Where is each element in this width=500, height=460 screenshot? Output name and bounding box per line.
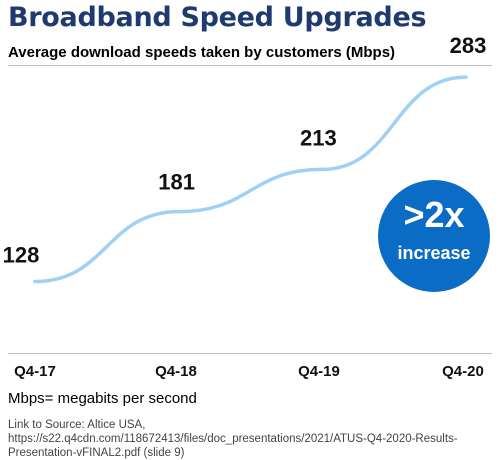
x-tick-label: Q4-19	[298, 363, 340, 380]
chart-title: Broadband Speed Upgrades	[8, 2, 427, 33]
increase-badge: >2x increase	[378, 180, 490, 292]
line-chart: 128 181 213 283 Q4-17 Q4-18 Q4-19 Q4-20	[3, 33, 487, 380]
data-label: 283	[450, 33, 487, 58]
badge-multiplier: >2x	[403, 194, 465, 235]
units-note: Mbps= megabits per second	[8, 390, 197, 407]
data-label: 128	[3, 242, 40, 267]
badge-label: increase	[397, 243, 471, 263]
x-tick-label: Q4-18	[155, 363, 197, 380]
chart-subtitle: Average download speeds taken by custome…	[8, 44, 396, 61]
x-tick-label: Q4-20	[442, 363, 484, 380]
x-tick-label: Q4-17	[14, 363, 56, 380]
series-line	[33, 75, 468, 284]
source-link[interactable]: Link to Source: Altice USA, https://s22.…	[8, 419, 458, 459]
top-divider	[8, 65, 492, 66]
axis-baseline	[8, 353, 492, 354]
data-label: 213	[300, 125, 337, 150]
data-label: 181	[158, 170, 195, 195]
